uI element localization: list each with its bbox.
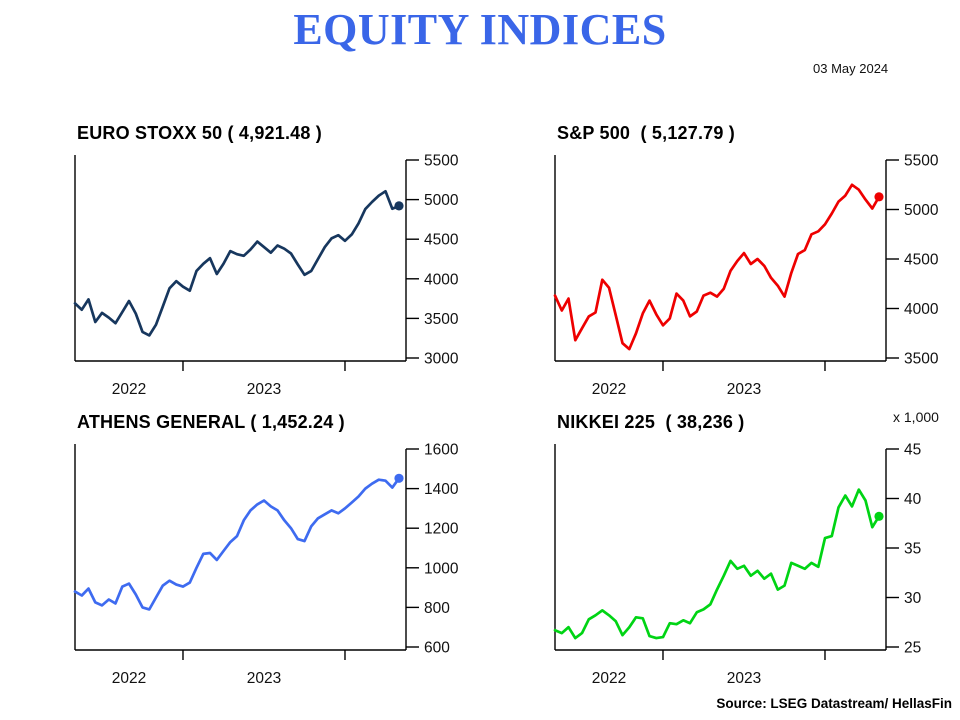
- chart-title-athens-general: ATHENS GENERAL ( 1,452.24 ): [77, 412, 345, 432]
- svg-text:5500: 5500: [904, 153, 939, 170]
- svg-text:1000: 1000: [424, 560, 459, 577]
- svg-text:1600: 1600: [424, 442, 459, 459]
- svg-text:3500: 3500: [904, 351, 939, 368]
- svg-text:2023: 2023: [247, 381, 281, 398]
- svg-text:4000: 4000: [904, 301, 939, 318]
- chart-athens-general: ATHENS GENERAL ( 1,452.24 ) 600 800 1000 12…: [60, 409, 490, 694]
- svg-text:4000: 4000: [424, 271, 459, 288]
- source-note: Source: LSEG Datastream/ HellasFin: [716, 696, 952, 711]
- svg-text:2023: 2023: [247, 670, 281, 687]
- svg-text:35: 35: [904, 541, 921, 558]
- svg-text:5500: 5500: [424, 153, 459, 170]
- svg-text:5000: 5000: [424, 192, 459, 209]
- svg-text:2022: 2022: [112, 381, 146, 398]
- chart-canvas-euro-stoxx-50: 3000 3500 4000 4500 5000 5500 2022 2023: [73, 153, 459, 398]
- svg-text:4500: 4500: [904, 252, 939, 269]
- chart-canvas-nikkei-225: 25 30 35 40 45 2022 2023: [553, 442, 922, 687]
- svg-text:2022: 2022: [592, 670, 626, 687]
- svg-text:800: 800: [424, 600, 450, 617]
- svg-text:40: 40: [904, 491, 922, 508]
- chart-canvas-sp-500: 3500 4000 4500 5000 5500 2022 2023: [553, 153, 939, 398]
- svg-text:2022: 2022: [112, 670, 146, 687]
- page-title: EQUITY INDICES: [293, 5, 667, 54]
- svg-text:3000: 3000: [424, 351, 459, 368]
- svg-text:5000: 5000: [904, 202, 939, 219]
- report-date: 03 May 2024: [813, 61, 889, 76]
- chart-nikkei-225: NIKKEI 225 ( 38,236 ) 25 30 35 40 45 2022 2023: [540, 409, 960, 694]
- svg-text:1400: 1400: [424, 481, 459, 498]
- svg-text:2022: 2022: [592, 381, 626, 398]
- svg-text:2023: 2023: [727, 670, 761, 687]
- svg-text:30: 30: [904, 590, 922, 607]
- svg-text:1200: 1200: [424, 521, 459, 538]
- chart-title-euro-stoxx-50: EURO STOXX 50 ( 4,921.48 ): [77, 123, 322, 143]
- chart-title-nikkei-225: NIKKEI 225 ( 38,236 ): [557, 412, 745, 432]
- svg-text:3500: 3500: [424, 311, 459, 328]
- chart-canvas-athens-general: 600 800 1000 1200 1400 1600 2022 2023: [73, 442, 459, 687]
- chart-title-sp-500: S&P 500 ( 5,127.79 ): [557, 123, 735, 143]
- svg-text:45: 45: [904, 442, 921, 459]
- svg-text:2023: 2023: [727, 381, 761, 398]
- nikkei-unit-label: x 1,000: [893, 409, 939, 425]
- svg-text:4500: 4500: [424, 232, 459, 249]
- chart-euro-stoxx-50: EURO STOXX 50 ( 4,921.48 ) 3000 3500 4000 4…: [60, 120, 490, 405]
- svg-text:25: 25: [904, 640, 921, 657]
- svg-text:600: 600: [424, 640, 450, 657]
- chart-sp-500: S&P 500 ( 5,127.79 ) 3500 4000 4500 5000 550…: [540, 120, 960, 405]
